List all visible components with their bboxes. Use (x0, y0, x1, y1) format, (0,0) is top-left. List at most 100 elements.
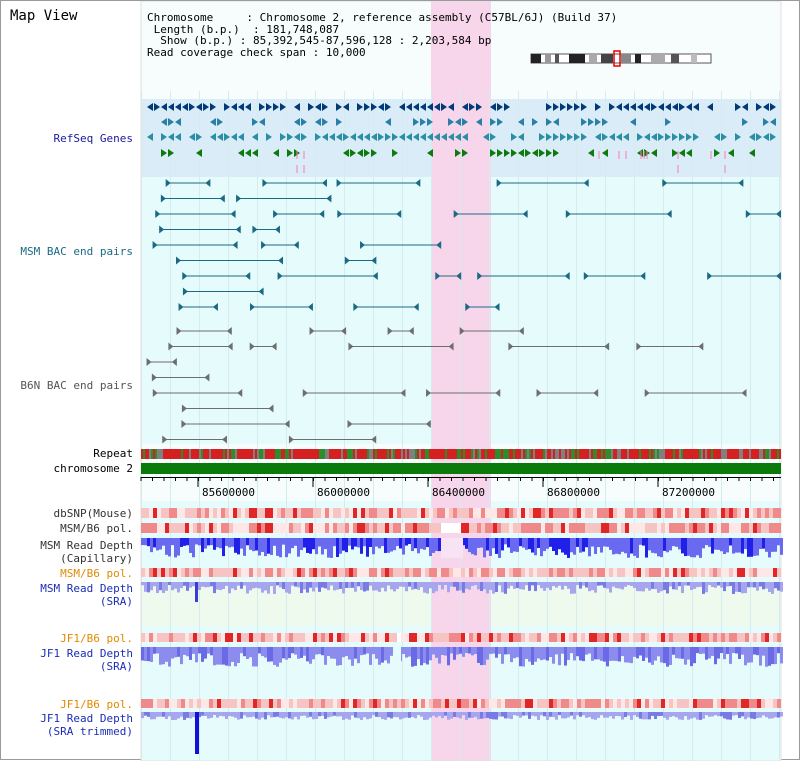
track-label-msm-b6-pol[interactable]: MSM/B6 pol. (60, 522, 133, 535)
repeat-mark (751, 449, 753, 459)
msm-b6-pol-sra-heat (181, 568, 185, 577)
repeat-mark (271, 449, 273, 459)
track-label-msm-b6-pol-sra[interactable]: MSM/B6 pol. (60, 567, 133, 580)
msm-depth-sra-bar (570, 582, 573, 594)
jf1-depth-trimmed-bar (546, 712, 549, 720)
jf1-depth-trimmed-bar (345, 712, 348, 719)
track-label-jf1-pol-2[interactable]: JF1/B6 pol. (60, 698, 133, 711)
jf1-depth-trimmed-bar (780, 712, 783, 717)
jf1-pol-2-heat (681, 699, 685, 708)
dbsnp-heat (525, 508, 529, 518)
jf1-depth-trimmed-bar (192, 712, 195, 718)
jf1-pol-2-heat (265, 699, 269, 708)
track-label-msm-bac[interactable]: MSM BAC end pairs (20, 245, 133, 258)
jf1-depth-sra-bar (603, 647, 606, 662)
dbsnp-heat (297, 508, 301, 518)
msm-depth-sra-bar (609, 582, 612, 593)
msm-depth-sra-bar (657, 582, 660, 593)
msm-depth-sra-bar (633, 582, 636, 588)
jf1-pol-2-heat (441, 699, 445, 708)
msm-b6-pol-heat (277, 523, 281, 533)
jf1-depth-sra-bar (741, 647, 744, 655)
msm-b6-pol-sra-heat (169, 568, 173, 577)
msm-depth-sra-bar (249, 582, 252, 591)
jf1-depth-trimmed-bar (522, 712, 525, 716)
dbsnp-heat (309, 508, 313, 518)
msm-b6-pol-heat (241, 523, 245, 533)
jf1-depth-sra-bar (249, 647, 252, 658)
msm-b6-pol-sra-heat (565, 568, 569, 577)
gene-mark (462, 133, 468, 141)
msm-depth-capillary-bar (288, 538, 291, 554)
jf1-pol-2-heat (713, 699, 717, 708)
msm-bac-pair-end (396, 210, 402, 218)
jf1-depth-sra-bar (549, 647, 552, 658)
jf1-pol-2-heat (189, 699, 193, 708)
track-label-jf1-depth-2[interactable]: JF1 Read Depth (40, 712, 133, 725)
track-label-repeat[interactable]: Repeat (93, 447, 133, 460)
track-label-msm-depth-capillary[interactable]: MSM Read Depth (40, 539, 133, 552)
repeat-mark (629, 449, 631, 459)
jf1-depth-sra-bar (540, 647, 543, 661)
repeat-mark (445, 449, 447, 459)
msm-depth-sra-bar (534, 582, 537, 592)
track-label-refseq[interactable]: RefSeq Genes (53, 132, 133, 145)
gene-mark (434, 103, 440, 111)
track-label-msm-depth-sra[interactable]: MSM Read Depth (40, 582, 133, 595)
gene-mark (378, 133, 384, 141)
msm-b6-pol-sra-heat (217, 568, 221, 577)
track-label-jf1-depth-1[interactable]: JF1 Read Depth (40, 647, 133, 660)
track-label-b6n-bac[interactable]: B6N BAC end pairs (20, 379, 133, 392)
msm-depth-sra-bar (732, 582, 735, 594)
gene-mark (147, 133, 153, 141)
msm-depth-capillary-bar (504, 538, 507, 545)
dbsnp-heat (513, 508, 517, 518)
jf1-depth-sra-bar (735, 647, 738, 654)
dbsnp-heat (629, 508, 633, 518)
gene-mark (231, 133, 237, 141)
gene-mark (455, 149, 461, 157)
msm-b6-pol-heat (513, 523, 517, 533)
repeat-mark (237, 449, 239, 459)
msm-depth-capillary-bar (267, 538, 270, 554)
jf1-pol-2-heat (201, 699, 205, 708)
msm-depth-sra-bar (711, 582, 714, 587)
jf1-depth-trimmed-bar (489, 712, 492, 719)
jf1-depth-trimmed-bar (549, 712, 552, 717)
jf1-pol-2-heat (141, 699, 145, 708)
msm-b6-pol-heat (497, 523, 501, 533)
jf1-depth-trimmed-bar (627, 712, 630, 716)
msm-depth-capillary-bar (336, 538, 339, 558)
msm-depth-capillary-bar (768, 538, 771, 558)
msm-b6-pol-heat (525, 523, 529, 533)
jf1-depth-trimmed-bar (507, 712, 510, 719)
msm-b6-pol-heat (721, 523, 725, 533)
jf1-pol-1-heat (217, 633, 221, 642)
msm-depth-sra-bar (462, 582, 465, 593)
jf1-depth-sra-bar (354, 647, 357, 659)
jf1-pol-2-heat (205, 699, 209, 708)
dbsnp-heat (693, 508, 697, 518)
msm-bac-pair-end (456, 272, 462, 280)
b6n-bac-pair-end (152, 389, 158, 397)
jf1-depth-sra-bar (705, 647, 708, 660)
track-label-dbsnp[interactable]: dbSNP(Mouse) (53, 507, 133, 520)
msm-b6-pol-sra-heat (693, 568, 697, 577)
track-label-chromosome[interactable]: chromosome 2 (53, 462, 133, 475)
repeat-mark (283, 449, 285, 459)
repeat-mark (771, 449, 773, 459)
jf1-pol-2-heat (245, 699, 249, 708)
jf1-pol-2-heat (305, 699, 309, 708)
msm-depth-capillary-bar (381, 538, 384, 547)
jf1-pol-1-heat (401, 633, 405, 642)
msm-depth-sra-bar (219, 582, 222, 591)
msm-b6-pol-heat (717, 523, 721, 533)
track-label-jf1-pol-1[interactable]: JF1/B6 pol. (60, 632, 133, 645)
jf1-pol-2-heat (685, 699, 689, 708)
msm-b6-pol-sra-heat (345, 568, 349, 577)
msm-b6-pol-heat (597, 523, 601, 533)
msm-bac-pair-end (262, 179, 268, 187)
jf1-depth-trimmed-bar (174, 712, 177, 720)
